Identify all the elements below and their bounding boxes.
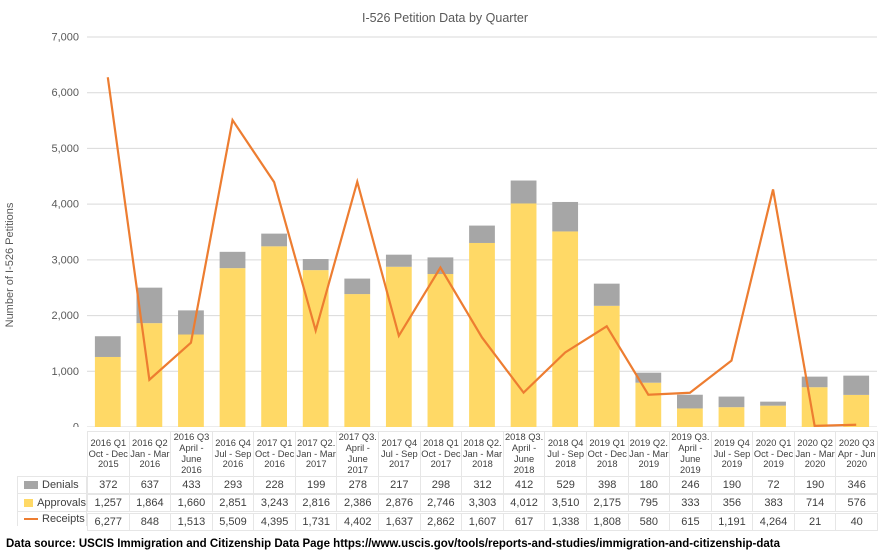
svg-text:1,000: 1,000 xyxy=(51,366,79,378)
svg-text:4,000: 4,000 xyxy=(51,199,79,211)
svg-text:3,000: 3,000 xyxy=(51,254,79,266)
svg-text:2,000: 2,000 xyxy=(51,310,79,322)
svg-text:5,000: 5,000 xyxy=(51,143,79,155)
svg-text:6,000: 6,000 xyxy=(51,87,79,99)
svg-text:0: 0 xyxy=(73,422,79,428)
svg-text:7,000: 7,000 xyxy=(51,32,79,44)
